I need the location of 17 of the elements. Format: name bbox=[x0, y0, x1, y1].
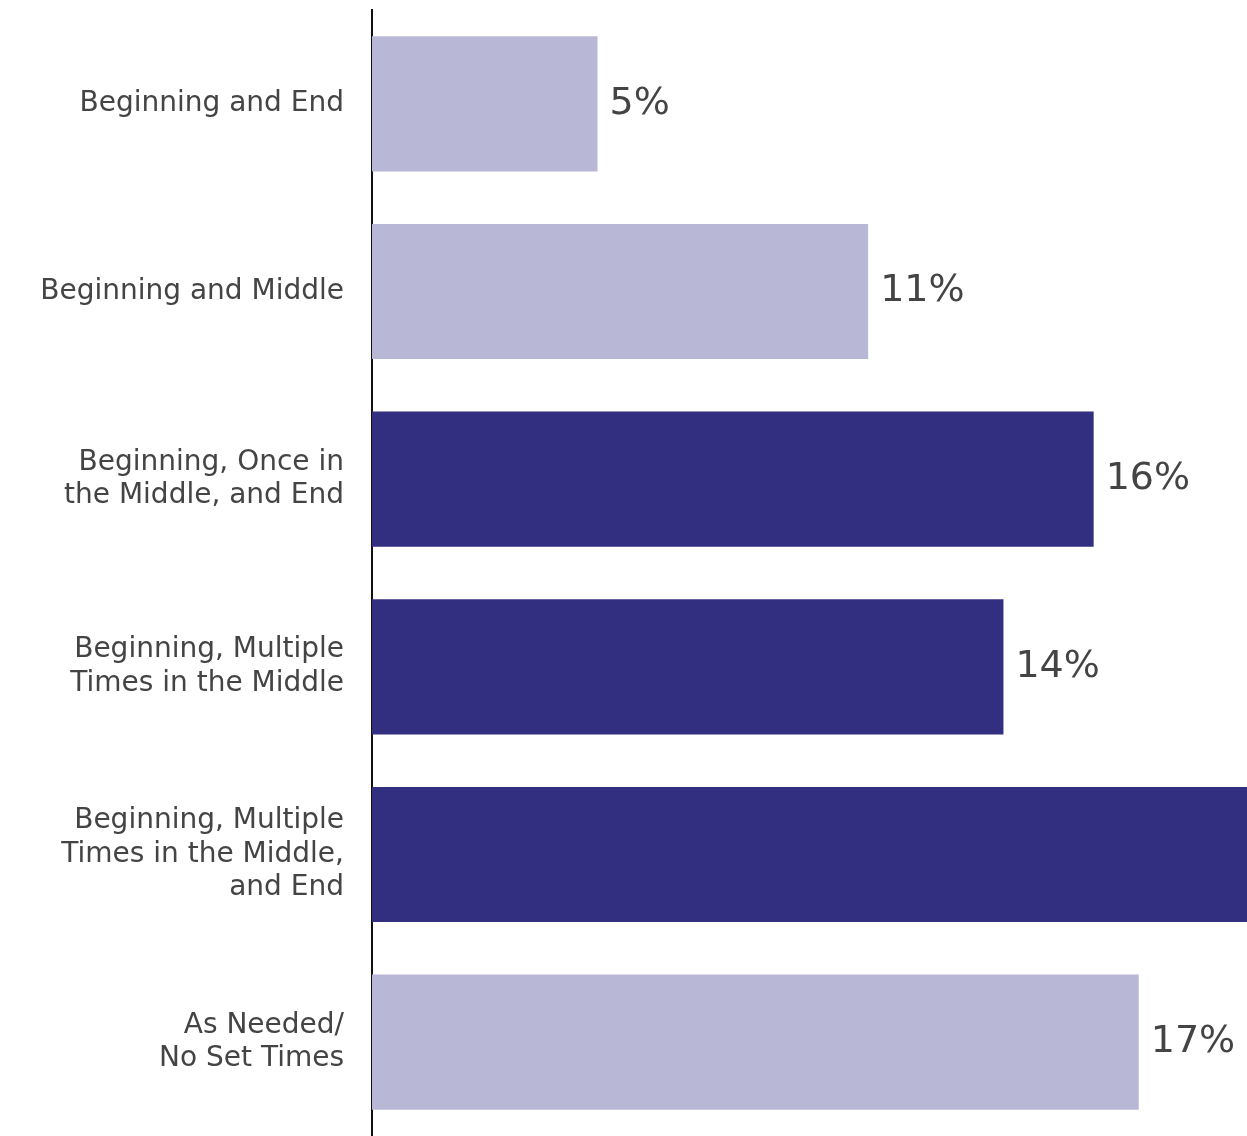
bar bbox=[372, 411, 1094, 547]
data-label: 16% bbox=[1105, 454, 1191, 499]
y-tick-label: Beginning and Middle bbox=[40, 272, 344, 306]
data-label: 11% bbox=[880, 266, 965, 311]
data-label: 17% bbox=[1150, 1017, 1236, 1062]
y-tick-label: Beginning, Multiple Times in the Middle bbox=[69, 631, 344, 698]
bar bbox=[372, 786, 1247, 923]
y-tick-label: Beginning, Multiple Times in the Middle, and End bbox=[60, 802, 344, 903]
bar bbox=[372, 36, 598, 172]
bar bbox=[372, 599, 1004, 735]
data-label: 5% bbox=[609, 78, 670, 123]
y-tick-label: Beginning and End bbox=[79, 85, 344, 119]
data-label: 14% bbox=[1015, 641, 1100, 686]
bar bbox=[372, 974, 1139, 1110]
y-tick-label: Beginning, Once in the Middle, and End bbox=[64, 443, 344, 511]
bar bbox=[372, 223, 869, 360]
y-tick-label: As Needed/ No Set Times bbox=[159, 1006, 345, 1074]
